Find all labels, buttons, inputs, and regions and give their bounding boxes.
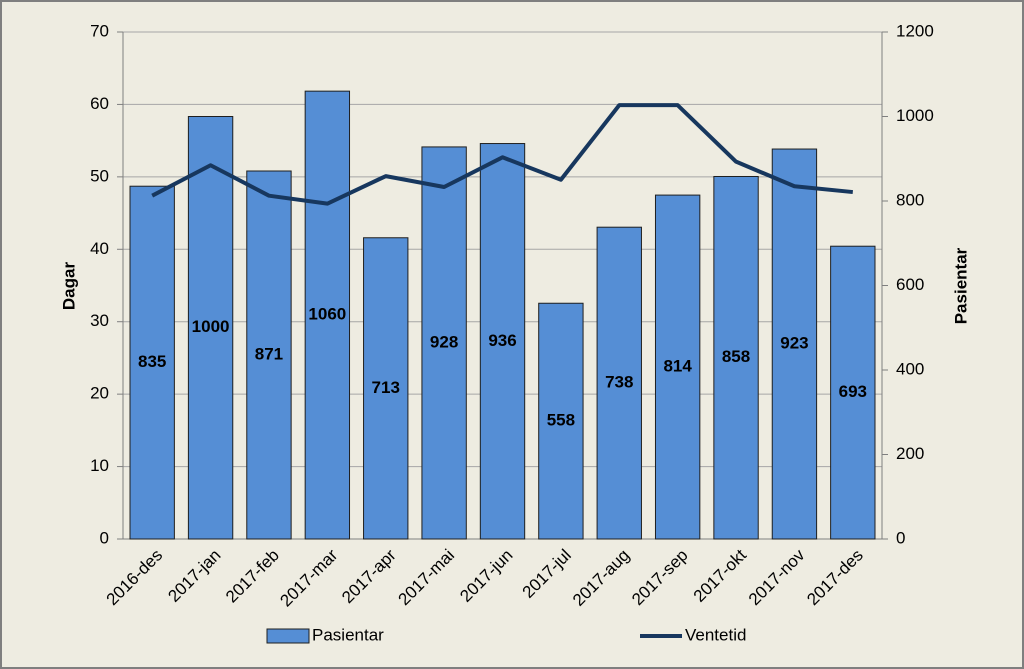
- y2-tick-label: 200: [896, 444, 924, 463]
- bar: [538, 302, 584, 540]
- y2-tick-label: 1000: [896, 106, 934, 125]
- data-label: 871: [255, 344, 283, 363]
- bar: [713, 175, 759, 540]
- y2-tick-label: 1200: [896, 21, 934, 40]
- data-label: 928: [430, 332, 458, 351]
- data-label: 835: [138, 352, 166, 371]
- y-tick-label: 0: [100, 528, 109, 547]
- bar: [129, 185, 175, 540]
- y-tick-label: 60: [90, 94, 109, 113]
- legend-label: Ventetid: [685, 625, 746, 644]
- data-label: 936: [488, 331, 516, 350]
- y-tick-label: 40: [90, 239, 109, 258]
- bar: [363, 237, 409, 540]
- data-label: 814: [663, 357, 692, 376]
- data-label: 558: [547, 411, 575, 430]
- bar: [830, 245, 876, 540]
- data-label: 923: [780, 334, 808, 353]
- y2-tick-label: 0: [896, 528, 905, 547]
- y2-tick-label: 800: [896, 190, 924, 209]
- data-label: 858: [722, 347, 750, 366]
- data-label: 1000: [192, 317, 230, 336]
- y2-tick-label: 600: [896, 275, 924, 294]
- y2-axis-label: Pasientar: [951, 247, 970, 324]
- data-label: 1060: [308, 305, 346, 324]
- y-tick-label: 10: [90, 456, 109, 475]
- y-tick-label: 50: [90, 166, 109, 185]
- data-label: 713: [372, 378, 400, 397]
- legend-swatch: [266, 628, 310, 644]
- y-tick-label: 70: [90, 21, 109, 40]
- bar: [654, 194, 701, 540]
- bar: [596, 226, 642, 540]
- bar: [421, 146, 467, 540]
- bar: [304, 90, 351, 540]
- bar: [246, 170, 292, 540]
- y-tick-label: 20: [90, 384, 109, 403]
- line: [151, 103, 854, 206]
- legend-label: Pasientar: [312, 625, 384, 644]
- bar: [479, 143, 526, 540]
- bar: [187, 116, 234, 540]
- y-tick-label: 30: [90, 311, 109, 330]
- data-label: 693: [839, 382, 867, 401]
- y2-tick-label: 400: [896, 359, 924, 378]
- bar: [771, 148, 818, 540]
- y-axis-label: Dagar: [59, 262, 78, 311]
- data-label: 738: [605, 373, 633, 392]
